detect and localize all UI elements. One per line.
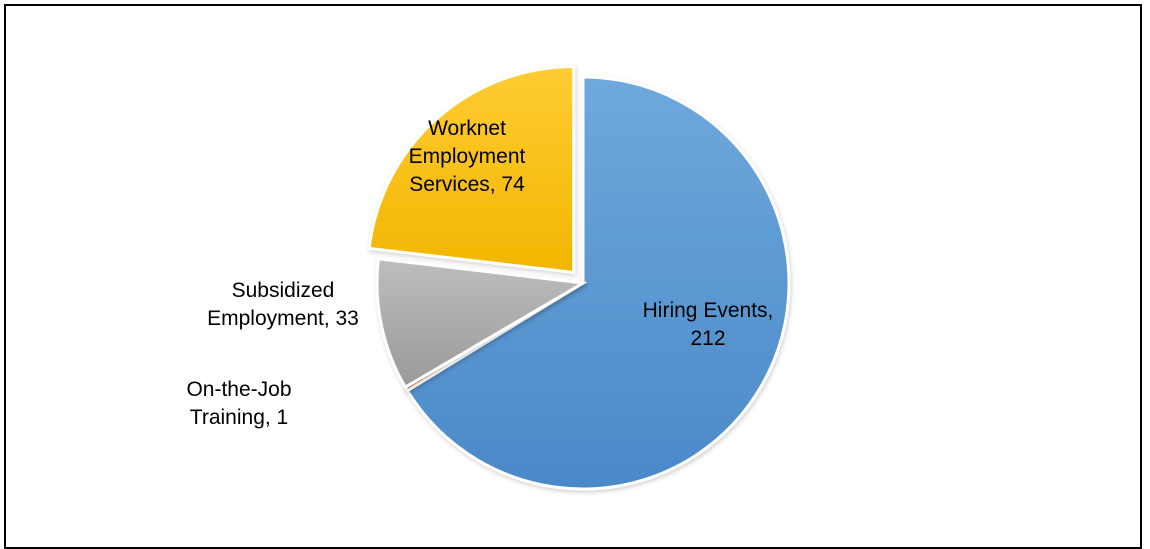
slice-label-line: Training, 1 [190,406,288,429]
slice-label-line: 212 [690,327,725,350]
slice-label-line: On-the-Job [186,378,291,401]
slice-label-line: Employment, 33 [207,307,359,330]
slice-label-on-the-job-training: On-the-Job Training, 1 [186,378,291,429]
slice-label-line: Worknet [428,117,506,140]
slice-label-worknet-employment-services: Worknet Employment Services, 74 [409,117,526,196]
pie-slices [367,65,791,491]
slice-label-line: Hiring Events, [643,299,774,322]
slice-label-line: Subsidized [232,279,335,302]
pie-slice-worknet-employment-services [367,65,576,275]
slice-label-line: Employment [409,145,526,168]
pie-slice-subsidized-employment [375,257,588,390]
pie-labels: Hiring Events, 212 On-the-Job Training, 1 Su… [186,117,773,429]
slice-label-line: Services, 74 [409,173,525,196]
slice-label-hiring-events: Hiring Events, 212 [643,299,774,350]
pie-slice-hiring-events [405,75,791,491]
slice-label-subsidized-employment: Subsidized Employment, 33 [207,279,359,330]
